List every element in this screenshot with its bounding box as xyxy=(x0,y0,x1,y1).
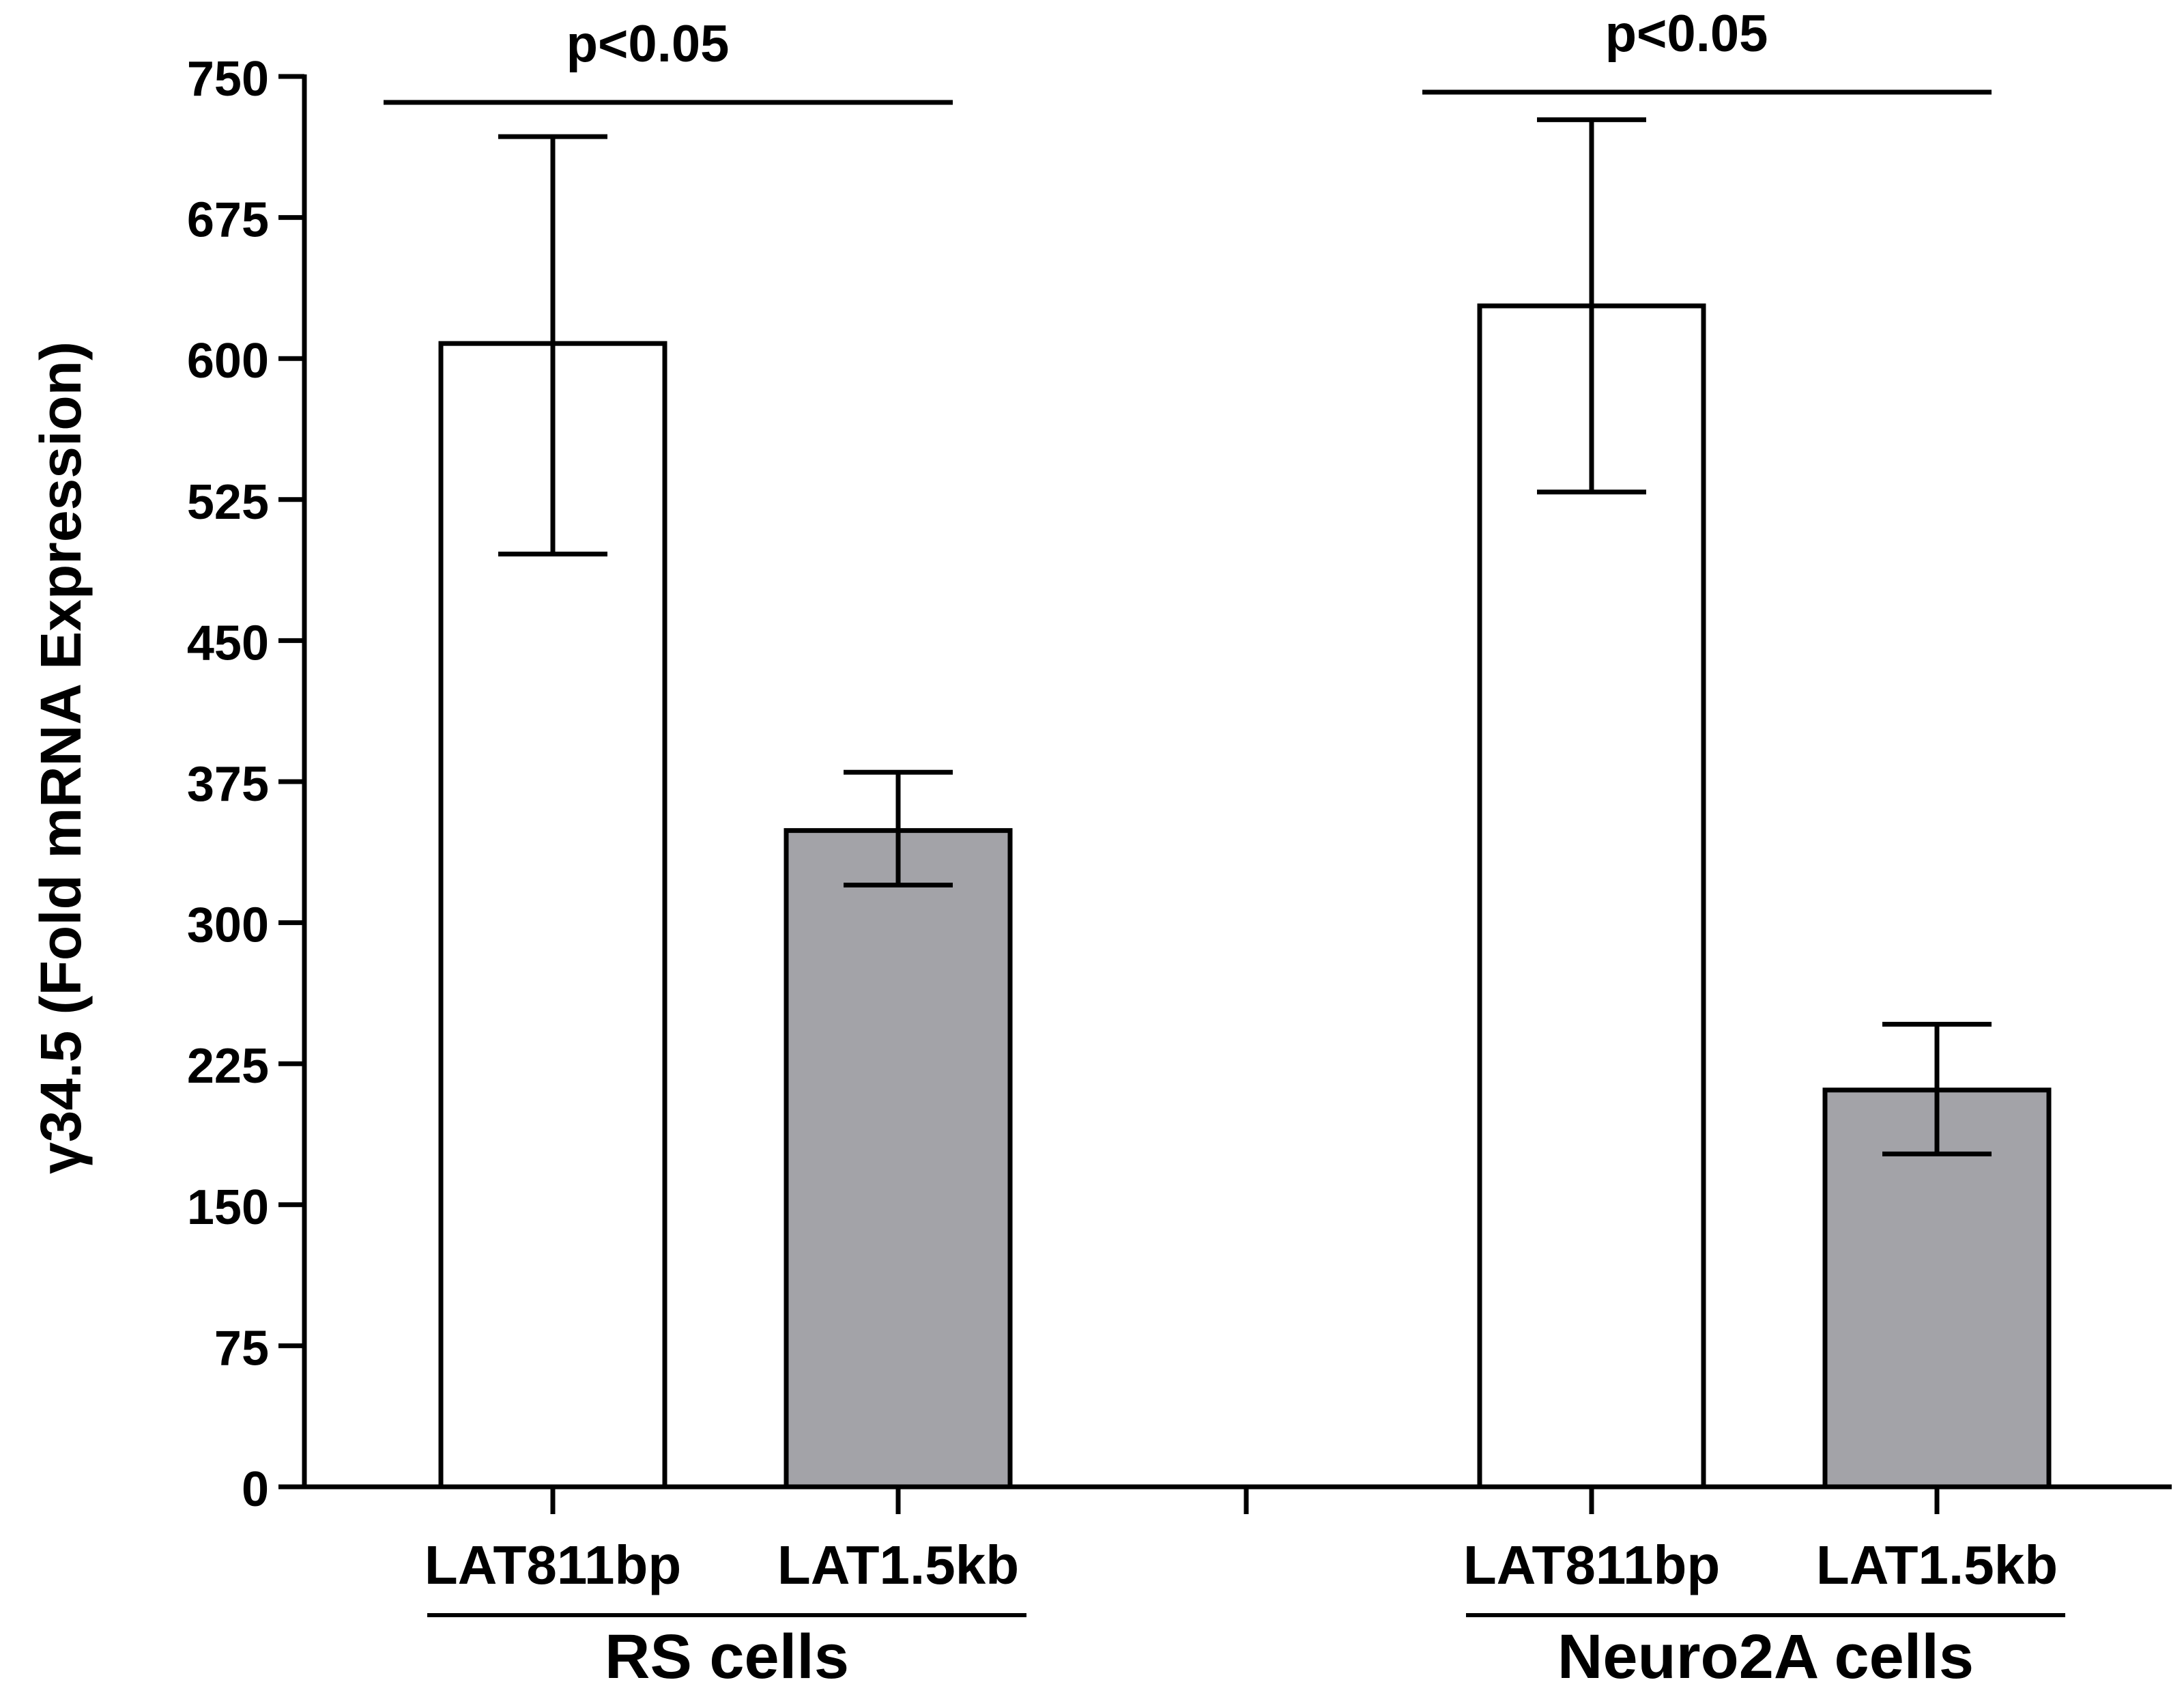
y-tick-label: 75 xyxy=(214,1321,269,1376)
group-label: Neuro2A cells xyxy=(1557,1622,1974,1692)
group-label: RS cells xyxy=(605,1622,849,1692)
y-tick-label: 225 xyxy=(187,1039,269,1094)
y-tick-label: 525 xyxy=(187,475,269,530)
y-tick-label: 675 xyxy=(187,193,269,248)
y-tick-label: 750 xyxy=(187,52,269,106)
y-tick-label: 600 xyxy=(187,334,269,388)
bar xyxy=(784,828,1013,1490)
significance-label: p<0.05 xyxy=(566,15,730,73)
y-tick-label: 450 xyxy=(187,616,269,670)
x-tick-label: LAT1.5kb xyxy=(1816,1535,2058,1595)
x-tick-label: LAT811bp xyxy=(1463,1535,1720,1595)
x-tick-label: LAT811bp xyxy=(425,1535,681,1595)
y-tick-label: 300 xyxy=(187,898,269,953)
y-tick-label: 0 xyxy=(242,1462,269,1517)
y-tick-label: 150 xyxy=(187,1180,269,1235)
y-tick-label: 375 xyxy=(187,757,269,812)
bar xyxy=(1477,303,1706,1490)
x-tick-label: LAT1.5kb xyxy=(777,1535,1019,1595)
significance-label: p<0.05 xyxy=(1605,5,1768,63)
y-axis-label: γ34.5 (Fold mRNA Expression) xyxy=(29,341,93,1174)
